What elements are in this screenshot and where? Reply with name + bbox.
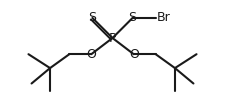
Text: O: O (86, 48, 96, 61)
Text: S: S (128, 11, 137, 25)
Text: S: S (88, 11, 97, 25)
Text: Br: Br (157, 11, 171, 25)
Text: P: P (109, 32, 116, 44)
Text: O: O (129, 48, 139, 61)
